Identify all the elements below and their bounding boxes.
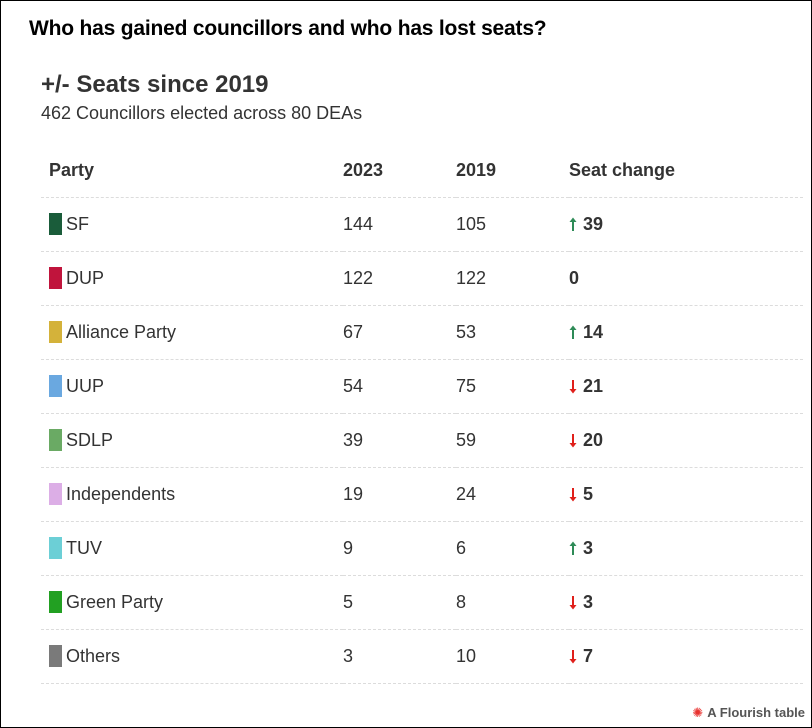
credit-label: A Flourish table (707, 705, 805, 720)
party-cell: Green Party (41, 575, 343, 630)
party-cell: DUP (41, 251, 343, 306)
party-color-swatch (49, 482, 62, 505)
seats-2019: 53 (456, 305, 569, 360)
seat-change-value: 3 (583, 538, 594, 558)
headline: Who has gained councillors and who has l… (29, 17, 547, 40)
seat-change-value: 39 (583, 214, 604, 234)
party-color-swatch (49, 320, 62, 343)
seats-2023: 19 (343, 467, 456, 522)
seats-2023: 144 (343, 197, 456, 252)
party-name: SDLP (66, 430, 114, 451)
seats-2023: 5 (343, 575, 456, 630)
table-row: Independents 19 24 5 (41, 467, 803, 522)
flourish-credit[interactable]: ✺ A Flourish table (692, 705, 805, 721)
arrow-down-icon (569, 649, 577, 664)
header-seat-change[interactable]: Seat change (569, 143, 803, 198)
seat-change-value: 3 (583, 592, 594, 612)
party-color-swatch (49, 266, 62, 289)
party-color-swatch (49, 212, 62, 235)
arrow-down-icon (569, 595, 577, 610)
party-name: DUP (66, 268, 105, 289)
party-color-swatch (49, 536, 62, 559)
table-row: DUP 122 122 0 (41, 251, 803, 306)
seats-2023: 67 (343, 305, 456, 360)
seat-change-cell: 7 (569, 629, 803, 684)
party-name: TUV (66, 538, 102, 559)
arrow-down-icon (569, 433, 577, 448)
party-cell: SDLP (41, 413, 343, 468)
table-row: Others 3 10 7 (41, 629, 803, 684)
seat-change-cell: 0 (569, 251, 803, 306)
seat-change-cell: 14 (569, 305, 803, 360)
seats-2019: 10 (456, 629, 569, 684)
seats-2023: 54 (343, 359, 456, 414)
table-body: SF 144 105 39 DUP 122 122 0 Alliance Party 67 53 14… (41, 197, 803, 684)
seats-2023: 39 (343, 413, 456, 468)
party-name: Others (66, 646, 121, 667)
table-row: SF 144 105 39 (41, 197, 803, 252)
seats-2019: 122 (456, 251, 569, 306)
seats-2023: 9 (343, 521, 456, 576)
party-name: UUP (66, 376, 105, 397)
party-color-swatch (49, 374, 62, 397)
seats-2019: 6 (456, 521, 569, 576)
seat-change-cell: 3 (569, 575, 803, 630)
table-row: TUV 9 6 3 (41, 521, 803, 576)
table-title: +/- Seats since 2019 (41, 71, 269, 98)
arrow-up-icon (569, 541, 577, 555)
seat-change-value: 7 (583, 646, 594, 666)
table-header-row: Party 2023 2019 Seat change (41, 143, 803, 198)
table-row: UUP 54 75 21 (41, 359, 803, 414)
party-color-swatch (49, 428, 62, 451)
party-color-swatch (49, 590, 62, 613)
header-2019[interactable]: 2019 (456, 143, 569, 198)
table-subtitle: 462 Councillors elected across 80 DEAs (41, 103, 363, 123)
seats-2019: 8 (456, 575, 569, 630)
seats-table: Party 2023 2019 Seat change SF 144 105 39 DU… (41, 143, 803, 684)
party-name: SF (66, 214, 90, 235)
seat-change-value: 5 (583, 484, 594, 504)
seat-change-value: 20 (583, 430, 604, 450)
seat-change-cell: 3 (569, 521, 803, 576)
seats-2019: 105 (456, 197, 569, 252)
seat-change-cell: 39 (569, 197, 803, 252)
seats-2019: 24 (456, 467, 569, 522)
party-cell: SF (41, 197, 343, 252)
party-color-swatch (49, 644, 62, 667)
seat-change-cell: 20 (569, 413, 803, 468)
seats-2019: 59 (456, 413, 569, 468)
table-row: Green Party 5 8 3 (41, 575, 803, 630)
party-cell: Alliance Party (41, 305, 343, 360)
party-cell: Independents (41, 467, 343, 522)
arrow-up-icon (569, 217, 577, 231)
flourish-star-icon: ✺ (692, 705, 704, 720)
table-row: SDLP 39 59 20 (41, 413, 803, 468)
party-name: Green Party (66, 592, 164, 613)
party-name: Independents (66, 484, 176, 505)
seat-change-cell: 5 (569, 467, 803, 522)
seats-2023: 3 (343, 629, 456, 684)
seat-change-value: 14 (583, 322, 604, 342)
seat-change-value: 21 (583, 376, 604, 396)
seat-change-value: 0 (569, 268, 580, 288)
party-cell: Others (41, 629, 343, 684)
table-row: Alliance Party 67 53 14 (41, 305, 803, 360)
seats-2023: 122 (343, 251, 456, 306)
party-name: Alliance Party (66, 322, 177, 343)
arrow-down-icon (569, 487, 577, 502)
arrow-up-icon (569, 325, 577, 339)
seat-change-cell: 21 (569, 359, 803, 414)
party-cell: UUP (41, 359, 343, 414)
header-2023[interactable]: 2023 (343, 143, 456, 198)
party-cell: TUV (41, 521, 343, 576)
seats-2019: 75 (456, 359, 569, 414)
arrow-down-icon (569, 379, 577, 394)
header-party[interactable]: Party (41, 143, 343, 198)
